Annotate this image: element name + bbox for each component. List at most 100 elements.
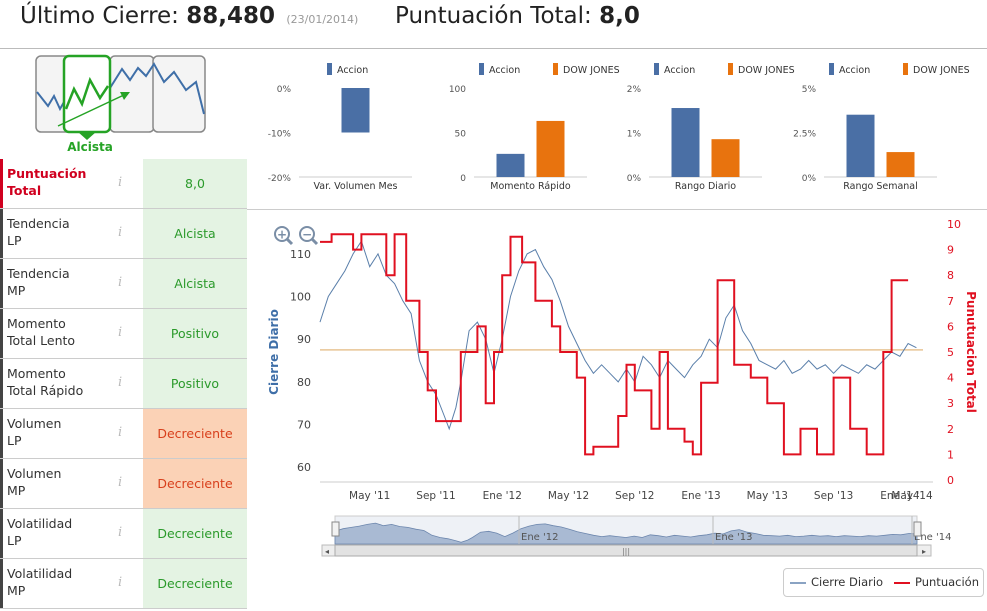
y-tick: 0%: [277, 85, 292, 95]
bar-chart-title: Momento Rápido: [490, 181, 571, 192]
indicator-label-line1: Momento: [7, 316, 66, 331]
bar-accion[interactable]: [846, 114, 875, 177]
bar-dow-jones[interactable]: [536, 120, 565, 177]
indicator-label-line2: MP: [7, 283, 26, 298]
last-close-date: (23/01/2014): [286, 13, 359, 26]
legend-label: DOW JONES: [563, 65, 620, 76]
y-tick: 1%: [627, 130, 642, 140]
y2-tick: 6: [947, 320, 954, 333]
trend-label: Alcista: [67, 140, 113, 154]
indicator-value: Decreciente: [143, 559, 247, 608]
svg-text:+: +: [277, 228, 287, 242]
y2-tick: 0: [947, 474, 954, 487]
info-icon[interactable]: i: [118, 175, 123, 190]
y-tick: 100: [290, 291, 311, 304]
y-tick: 0%: [802, 174, 817, 184]
indicator-value: Positivo: [143, 309, 247, 358]
indicator-label-line1: Volumen: [7, 416, 62, 431]
bar-accion[interactable]: [496, 153, 525, 177]
indicator-label-line2: LP: [7, 233, 22, 248]
indicator-label-line1: Momento: [7, 366, 66, 381]
indicator-row: Momento Total Rápido i Positivo: [0, 359, 247, 409]
navigator-label: Ene '13: [715, 532, 752, 543]
info-icon[interactable]: i: [118, 575, 123, 590]
x-tick: May '11: [349, 490, 390, 502]
bar-dow-jones[interactable]: [711, 139, 740, 177]
series-close-line[interactable]: [319, 239, 917, 431]
legend-close-swatch: [790, 582, 806, 584]
bar-accion[interactable]: [671, 108, 700, 177]
zoom-in-icon[interactable]: +: [274, 226, 294, 246]
navigator-handle[interactable]: [913, 521, 922, 537]
x-tick: Sep '13: [814, 490, 853, 502]
indicator-label: Tendencia MP: [0, 259, 143, 308]
y2-tick: 4: [947, 372, 954, 385]
y2-tick: 1: [947, 448, 954, 461]
x-tick: Ene '12: [483, 490, 522, 502]
indicator-label-line2: Total Rápido: [7, 383, 84, 398]
y-tick: 2%: [627, 85, 642, 95]
series-score-line[interactable]: [320, 233, 909, 456]
y-tick: 100: [449, 85, 466, 95]
indicator-row: Puntuación Total i 8,0: [0, 159, 247, 209]
header: Último Cierre: 88,480 (23/01/2014) Puntu…: [0, 0, 987, 49]
y-tick: 2.5%: [793, 130, 816, 140]
y-axis-title: Cierre Diario: [267, 309, 281, 395]
info-icon[interactable]: i: [118, 225, 123, 240]
y2-tick: 7: [947, 295, 954, 308]
indicator-label: Puntuación Total: [0, 159, 143, 208]
indicator-label-line2: Total: [7, 183, 42, 198]
info-icon[interactable]: i: [118, 325, 123, 340]
navigator-area: [334, 522, 918, 545]
main-chart[interactable]: + − 60 70 80 90 100 110 0 1 2 3 4 5 6 7 8 9 10 Cierre Diari…: [247, 210, 987, 565]
legend-swatch: [903, 63, 908, 75]
legend-close-label[interactable]: Cierre Diario: [811, 575, 884, 589]
indicator-value: Alcista: [143, 209, 247, 258]
scrollbar-grip-icon: |||: [622, 547, 630, 556]
indicator-value: Alcista: [143, 259, 247, 308]
indicator-label-line2: MP: [7, 583, 26, 598]
indicator-label: Volatilidad MP: [0, 559, 143, 608]
indicator-label-line2: LP: [7, 533, 22, 548]
last-close-value: 88,480: [186, 3, 276, 29]
info-icon[interactable]: i: [118, 375, 123, 390]
y2-tick: 2: [947, 423, 954, 436]
indicator-table: Puntuación Total i 8,0 Tendencia LP i Alcista Te…: [0, 159, 247, 609]
indicator-label: Volatilidad LP: [0, 509, 143, 558]
bar-dow-jones[interactable]: [886, 152, 915, 177]
scrollbar-thumb[interactable]: [334, 544, 918, 557]
y-tick: 50: [455, 130, 467, 140]
scrollbar[interactable]: ||| ◂ ▸: [321, 544, 932, 557]
x-tick: Ene '14: [880, 490, 920, 502]
svg-text:◂: ◂: [325, 547, 329, 556]
navigator[interactable]: Ene '12 Ene '13 Ene '14: [331, 515, 951, 545]
bar-chart-title: Rango Diario: [675, 181, 736, 192]
legend-label: DOW JONES: [913, 65, 970, 76]
bar-charts: Accion 0% -10% -20% Var. Volumen Mes Accion DO…: [268, 63, 970, 192]
info-icon[interactable]: i: [118, 275, 123, 290]
info-icon[interactable]: i: [118, 425, 123, 440]
indicator-label-line1: Tendencia: [7, 266, 70, 281]
y-tick: 0: [460, 174, 466, 184]
navigator-handle[interactable]: [331, 521, 340, 537]
bar-accion[interactable]: [341, 88, 370, 133]
indicator-value: 8,0: [143, 159, 247, 208]
divider: [247, 209, 987, 210]
x-tick: Ene '13: [681, 490, 720, 502]
indicator-label: Momento Total Rápido: [0, 359, 143, 408]
legend-swatch: [829, 63, 834, 75]
info-icon[interactable]: i: [118, 475, 123, 490]
indicator-label-line1: Volatilidad: [7, 516, 73, 531]
indicator-label-line2: LP: [7, 433, 22, 448]
legend-score-swatch: [894, 582, 910, 584]
info-icon[interactable]: i: [118, 525, 123, 540]
zoom-out-icon[interactable]: −: [299, 226, 319, 246]
bar-chart: Accion DOW JONES 100 50 0 Momento Rápido: [449, 63, 620, 192]
legend-score-label[interactable]: Puntuación: [915, 575, 979, 589]
last-close-label: Último Cierre:: [20, 3, 179, 29]
indicator-label-line1: Puntuación: [7, 166, 87, 181]
indicator-value: Decreciente: [143, 509, 247, 558]
bar-chart: Accion 0% -10% -20% Var. Volumen Mes: [268, 63, 412, 192]
y-tick: 0%: [627, 174, 642, 184]
indicator-row: Volumen LP i Decreciente: [0, 409, 247, 459]
